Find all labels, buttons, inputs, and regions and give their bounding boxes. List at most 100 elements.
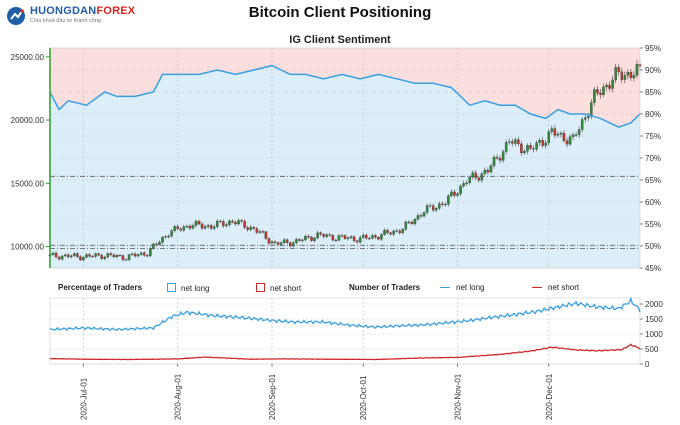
candle-body (313, 237, 316, 241)
candle-body (270, 241, 274, 244)
candle-body (276, 242, 280, 245)
candle-body (109, 253, 113, 256)
legend-number-title: Number of Traders (349, 283, 421, 292)
candle-body (173, 226, 176, 231)
candle-body (386, 230, 389, 233)
logo-wordmark: HUONGDANFOREX (30, 5, 136, 17)
candle-body (124, 259, 128, 261)
candle-body (495, 157, 499, 159)
legend-num-net-short: net short (532, 283, 579, 292)
candle-body (547, 131, 551, 144)
candle-body (243, 220, 246, 228)
candle-body (167, 235, 170, 238)
date-tick-label: 2020-Oct-01 (359, 375, 368, 420)
candle-body (161, 237, 164, 243)
candle-body (632, 75, 636, 79)
candle-body (325, 234, 329, 237)
candle-body (358, 237, 362, 243)
candle-body (629, 72, 633, 79)
candle-body (255, 228, 259, 233)
candle-body (231, 220, 234, 223)
candle-body (602, 86, 605, 95)
candle-body (94, 253, 97, 257)
candle-body (63, 254, 67, 257)
candle-body (565, 140, 569, 145)
candle-body (97, 253, 100, 256)
net-long-line-icon (440, 287, 450, 288)
candle-body (130, 253, 134, 255)
candle-body (70, 255, 73, 258)
candle-body (480, 173, 484, 181)
candle-body (200, 223, 204, 229)
candle-body (550, 128, 554, 132)
candle-body (365, 234, 368, 239)
candle-body (620, 71, 624, 80)
count-tick-label: 0 (645, 360, 650, 369)
date-tick-label: 2020-Dec-01 (545, 373, 554, 420)
candle-body (377, 237, 380, 240)
brand-logo: HUONGDANFOREX Chia khoá đầu tư thành côn… (6, 4, 135, 30)
candle-body (571, 134, 575, 137)
candle-body (611, 79, 614, 89)
candle-body (340, 235, 344, 237)
candle-body (447, 195, 450, 205)
candle-body (584, 117, 587, 120)
price-tick-label: 25000.00 (11, 53, 45, 62)
candle-body (431, 205, 435, 211)
price-candles (48, 60, 642, 262)
candle-body (289, 242, 292, 247)
candle-body (310, 236, 313, 241)
candle-body (404, 221, 408, 230)
candle-body (139, 252, 143, 255)
candle-body (441, 203, 444, 205)
candle-body (623, 75, 627, 80)
percent-tick-label: 45% (645, 264, 661, 273)
candle-body (434, 208, 438, 211)
candle-body (164, 236, 167, 238)
candle-body (234, 222, 237, 225)
candle-body (79, 256, 82, 261)
candle-body (54, 252, 58, 258)
candle-body (331, 235, 335, 241)
candle-body (158, 242, 161, 245)
candle-body (459, 185, 462, 194)
candle-body (410, 221, 414, 224)
candle-body (529, 145, 532, 149)
candle-body (556, 134, 560, 136)
candle-body (483, 169, 487, 174)
candle-body (605, 84, 608, 88)
price-tick-label: 10000.00 (11, 243, 45, 252)
candle-body (456, 193, 459, 196)
candle-body (361, 234, 365, 238)
net-long-count-line (49, 296, 641, 332)
candle-body (267, 238, 271, 244)
candle-body (593, 89, 596, 103)
candle-body (149, 248, 152, 256)
bottom-panel-frame (49, 297, 641, 365)
candle-body (580, 119, 584, 130)
candle-body (355, 240, 359, 243)
candle-body (91, 256, 94, 258)
legend-num-net-long: net long (440, 283, 484, 292)
candle-body (295, 239, 298, 243)
candle-body (395, 230, 398, 232)
candle-body (264, 231, 268, 239)
candle-body (212, 226, 216, 229)
candle-body (319, 232, 322, 235)
candle-body (532, 148, 535, 150)
candle-body (425, 205, 429, 213)
candle-body (428, 205, 432, 207)
candle-body (453, 191, 456, 196)
candle-body (133, 253, 137, 257)
candle-body (191, 225, 195, 229)
candle-body (374, 235, 377, 238)
count-tick-label: 1000 (645, 330, 663, 339)
candle-body (544, 142, 547, 146)
candle-body (185, 226, 189, 228)
candle-body (252, 226, 256, 229)
candle-body (526, 145, 529, 152)
candle-body (343, 235, 347, 239)
candle-body (538, 140, 541, 143)
candle-body (380, 234, 383, 240)
